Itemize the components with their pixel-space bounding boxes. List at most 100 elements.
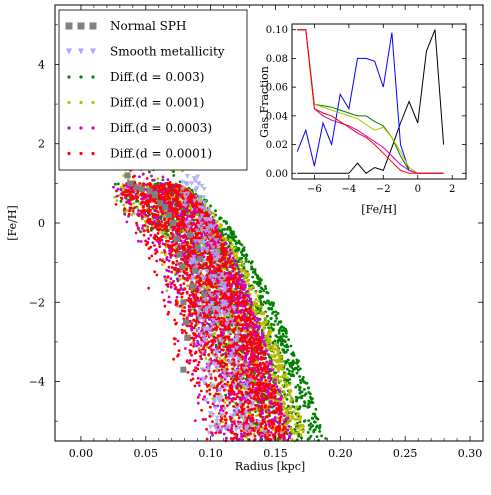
data-point <box>214 345 218 349</box>
data-point <box>226 228 229 231</box>
data-point <box>287 392 291 396</box>
data-point <box>267 408 270 412</box>
data-point <box>166 233 170 237</box>
data-point <box>156 177 160 181</box>
data-point <box>278 364 282 368</box>
data-point <box>160 263 164 267</box>
data-point <box>147 237 151 241</box>
data-point <box>279 396 283 400</box>
data-point <box>213 214 216 218</box>
data-point <box>294 423 297 427</box>
data-point <box>192 342 196 345</box>
data-point <box>250 267 253 271</box>
data-point <box>207 346 211 350</box>
data-point <box>223 418 227 422</box>
data-point <box>176 271 179 275</box>
data-point <box>125 220 129 224</box>
data-point <box>244 257 248 261</box>
data-point <box>235 241 238 245</box>
data-point <box>256 276 259 280</box>
data-point <box>275 385 279 389</box>
data-point <box>309 401 312 405</box>
data-point <box>268 355 271 359</box>
data-point <box>218 350 222 354</box>
data-point <box>208 313 212 317</box>
data-point <box>117 194 121 197</box>
data-point <box>272 350 276 354</box>
data-point <box>156 181 160 185</box>
data-point <box>298 405 302 409</box>
data-point <box>247 282 251 286</box>
data-point <box>273 339 277 343</box>
data-point <box>286 348 289 352</box>
data-point <box>310 416 314 420</box>
data-point <box>315 435 319 438</box>
data-point <box>261 322 265 326</box>
data-point <box>267 306 271 310</box>
data-point <box>284 394 288 398</box>
data-point <box>244 271 247 275</box>
data-point <box>222 432 226 436</box>
data-point <box>150 226 153 230</box>
data-point <box>288 434 292 437</box>
data-point <box>195 344 198 348</box>
data-point <box>187 310 191 313</box>
data-point <box>228 239 232 242</box>
data-point <box>230 234 234 237</box>
data-point <box>183 255 187 258</box>
data-point <box>229 229 232 232</box>
data-point <box>295 431 298 435</box>
data-point <box>227 395 231 399</box>
data-point <box>196 213 199 216</box>
data-point <box>288 378 292 381</box>
data-point <box>220 238 224 242</box>
data-point <box>250 352 253 356</box>
data-point <box>294 418 298 421</box>
data-point <box>256 307 260 311</box>
data-point <box>232 238 236 242</box>
data-point <box>161 175 165 179</box>
data-point <box>142 172 145 176</box>
data-point <box>252 304 256 308</box>
data-point <box>194 278 198 282</box>
data-point <box>149 233 153 237</box>
data-point <box>123 212 127 216</box>
data-point <box>197 384 201 387</box>
data-point <box>285 329 288 333</box>
data-point <box>270 365 274 368</box>
data-point <box>287 404 290 408</box>
data-point <box>239 373 242 376</box>
data-point <box>264 334 268 338</box>
data-point <box>219 392 222 396</box>
data-point <box>313 412 317 416</box>
data-point <box>286 408 289 411</box>
data-point <box>259 435 263 439</box>
data-point <box>170 281 174 285</box>
data-point <box>167 269 171 273</box>
data-point <box>172 174 176 177</box>
data-point <box>149 228 153 232</box>
data-point <box>238 263 241 267</box>
main-data-layer <box>111 17 328 443</box>
data-point <box>290 428 294 432</box>
data-point <box>280 375 283 379</box>
data-point <box>318 426 321 430</box>
data-point <box>298 388 301 392</box>
data-point <box>190 328 194 332</box>
data-point <box>299 428 303 431</box>
data-point <box>241 438 244 441</box>
data-point <box>165 256 169 259</box>
data-point <box>309 395 312 399</box>
data-point <box>253 366 256 370</box>
data-point <box>228 248 232 252</box>
data-point <box>132 201 136 205</box>
data-point <box>163 275 167 279</box>
data-point <box>261 340 265 343</box>
data-point <box>207 206 211 210</box>
data-point <box>204 357 208 360</box>
data-point <box>271 373 275 376</box>
data-point <box>303 393 307 397</box>
data-point <box>183 252 187 255</box>
data-point <box>181 331 184 335</box>
data-point <box>235 392 239 396</box>
